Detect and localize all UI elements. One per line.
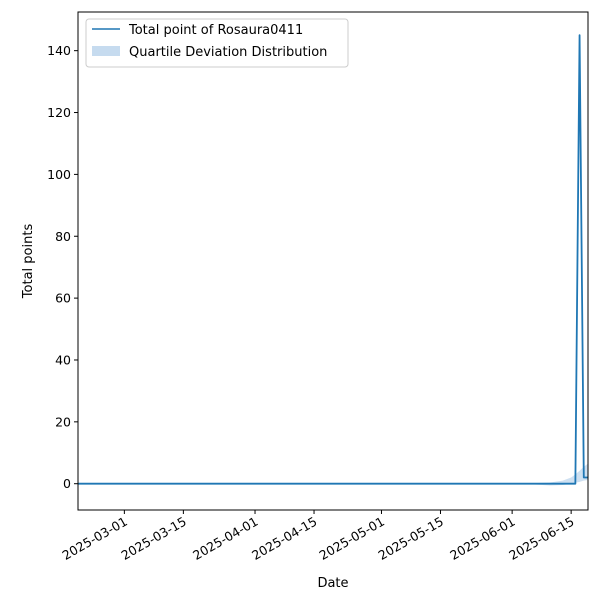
- legend-band-swatch: [92, 46, 120, 56]
- x-tick-label: 2025-06-01: [447, 514, 517, 563]
- x-axis-label: Date: [317, 576, 348, 591]
- x-tick-label: 2025-04-01: [190, 514, 260, 563]
- y-tick-label: 20: [55, 414, 71, 429]
- legend-label-series: Total point of Rosaura0411: [128, 23, 303, 38]
- band-area: [78, 463, 588, 486]
- y-tick-label: 60: [55, 291, 71, 306]
- legend: Total point of Rosaura0411 Quartile Devi…: [85, 18, 349, 68]
- series-line: [78, 34, 588, 485]
- legend-label-band: Quartile Deviation Distribution: [129, 45, 327, 60]
- x-tick-label: 2025-03-15: [118, 514, 188, 563]
- x-tick-label: 2025-03-01: [59, 514, 129, 563]
- x-tick-label: 2025-06-15: [506, 514, 576, 563]
- plot-frame: [77, 11, 589, 511]
- y-tick-label: 0: [63, 476, 71, 491]
- y-tick-label: 120: [47, 105, 71, 120]
- x-tick-label: 2025-04-15: [249, 514, 319, 563]
- y-tick-label: 40: [55, 352, 71, 367]
- y-tick-label: 80: [55, 229, 71, 244]
- legend-box: [85, 18, 349, 68]
- y-axis: 0 20 40 60 80 100 120 140: [47, 43, 78, 491]
- y-tick-label: 100: [47, 167, 71, 182]
- y-tick-label: 140: [47, 43, 71, 58]
- x-tick-label: 2025-05-15: [376, 514, 446, 563]
- y-axis-label: Total points: [21, 224, 36, 300]
- plot-area: [78, 34, 588, 486]
- x-tick-label: 2025-05-01: [317, 514, 387, 563]
